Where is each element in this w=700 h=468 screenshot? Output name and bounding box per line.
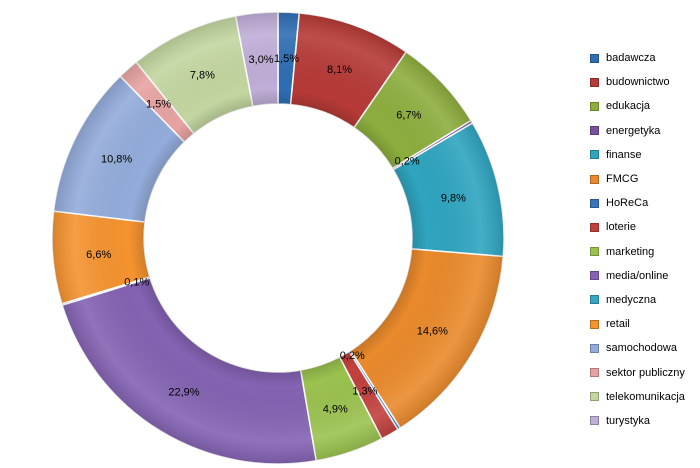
legend-item-sektor-publiczny: sektor publiczny	[590, 360, 698, 384]
data-label-retail: 6,6%	[86, 249, 111, 261]
legend-swatch-loterie	[590, 222, 599, 232]
data-label-finanse: 9,8%	[441, 193, 466, 205]
legend-label-medyczna: medyczna	[606, 293, 657, 306]
legend-label-budownictwo: budownictwo	[606, 76, 670, 89]
legend-swatch-telekomunikacja	[590, 392, 599, 402]
legend-item-telekomunikacja: telekomunikacja	[590, 385, 698, 409]
data-label-marketing: 4,9%	[323, 404, 348, 416]
legend-item-media-online: media/online	[590, 264, 698, 288]
legend-label-sektor-publiczny: sektor publiczny	[606, 366, 685, 379]
data-label-budownictwo: 8,1%	[327, 64, 352, 76]
legend-item-horeca: HoReCa	[590, 191, 698, 215]
data-label-medyczna: 0,1%	[124, 276, 149, 288]
legend-swatch-turystyka	[590, 416, 599, 426]
data-label-energetyka: 0,2%	[395, 156, 420, 168]
legend-item-fmcg: FMCG	[590, 167, 698, 191]
legend-item-turystyka: turystyka	[590, 409, 698, 433]
legend-item-energetyka: energetyka	[590, 119, 698, 143]
data-label-badawcza: 1,5%	[274, 53, 299, 65]
legend-label-loterie: loterie	[606, 221, 636, 234]
legend-label-samochodowa: samochodowa	[606, 342, 677, 355]
legend-item-marketing: marketing	[590, 240, 698, 264]
legend-label-badawcza: badawcza	[606, 52, 656, 65]
legend-item-finanse: finanse	[590, 143, 698, 167]
legend-item-badawcza: badawcza	[590, 46, 698, 70]
legend-swatch-marketing	[590, 247, 599, 257]
data-label-fmcg: 14,6%	[417, 326, 448, 338]
legend-swatch-badawcza	[590, 53, 599, 63]
legend-swatch-finanse	[590, 150, 599, 160]
legend-item-loterie: loterie	[590, 215, 698, 239]
chart-legend: badawcza budownictwo edukacja energetyka fin…	[590, 46, 698, 433]
legend-swatch-edukacja	[590, 101, 599, 111]
legend-swatch-budownictwo	[590, 77, 599, 87]
legend-swatch-samochodowa	[590, 343, 599, 353]
legend-swatch-horeca	[590, 198, 599, 208]
legend-label-horeca: HoReCa	[606, 197, 649, 210]
legend-item-edukacja: edukacja	[590, 94, 698, 118]
legend-swatch-medyczna	[590, 295, 599, 305]
legend-swatch-media-online	[590, 271, 599, 281]
data-label-samochodowa: 10,8%	[101, 153, 132, 165]
legend-item-budownictwo: budownictwo	[590, 70, 698, 94]
data-label-horeca: 0,2%	[340, 350, 365, 362]
legend-swatch-energetyka	[590, 126, 599, 136]
legend-label-turystyka: turystyka	[606, 414, 651, 427]
legend-label-energetyka: energetyka	[606, 124, 661, 137]
legend-label-marketing: marketing	[606, 245, 655, 258]
data-label-telekomunikacja: 7,8%	[190, 70, 215, 82]
data-label-media-online: 22,9%	[168, 386, 199, 398]
legend-item-retail: retail	[590, 312, 698, 336]
legend-label-telekomunikacja: telekomunikacja	[606, 390, 685, 403]
data-label-edukacja: 6,7%	[396, 109, 421, 121]
slice-media-online	[61, 276, 318, 465]
legend-label-fmcg: FMCG	[606, 173, 639, 186]
legend-swatch-fmcg	[590, 174, 599, 184]
legend-label-retail: retail	[606, 318, 630, 331]
legend-label-finanse: finanse	[606, 148, 642, 161]
data-label-sektor-publiczny: 1,5%	[146, 98, 171, 110]
legend-item-samochodowa: samochodowa	[590, 336, 698, 360]
legend-label-media-online: media/online	[606, 269, 669, 282]
legend-label-edukacja: edukacja	[606, 100, 651, 113]
data-label-loterie: 1,3%	[352, 385, 377, 397]
legend-item-medyczna: medyczna	[590, 288, 698, 312]
data-label-turystyka: 3,0%	[249, 54, 274, 66]
legend-swatch-retail	[590, 319, 599, 329]
legend-swatch-sektor-publiczny	[590, 368, 599, 378]
